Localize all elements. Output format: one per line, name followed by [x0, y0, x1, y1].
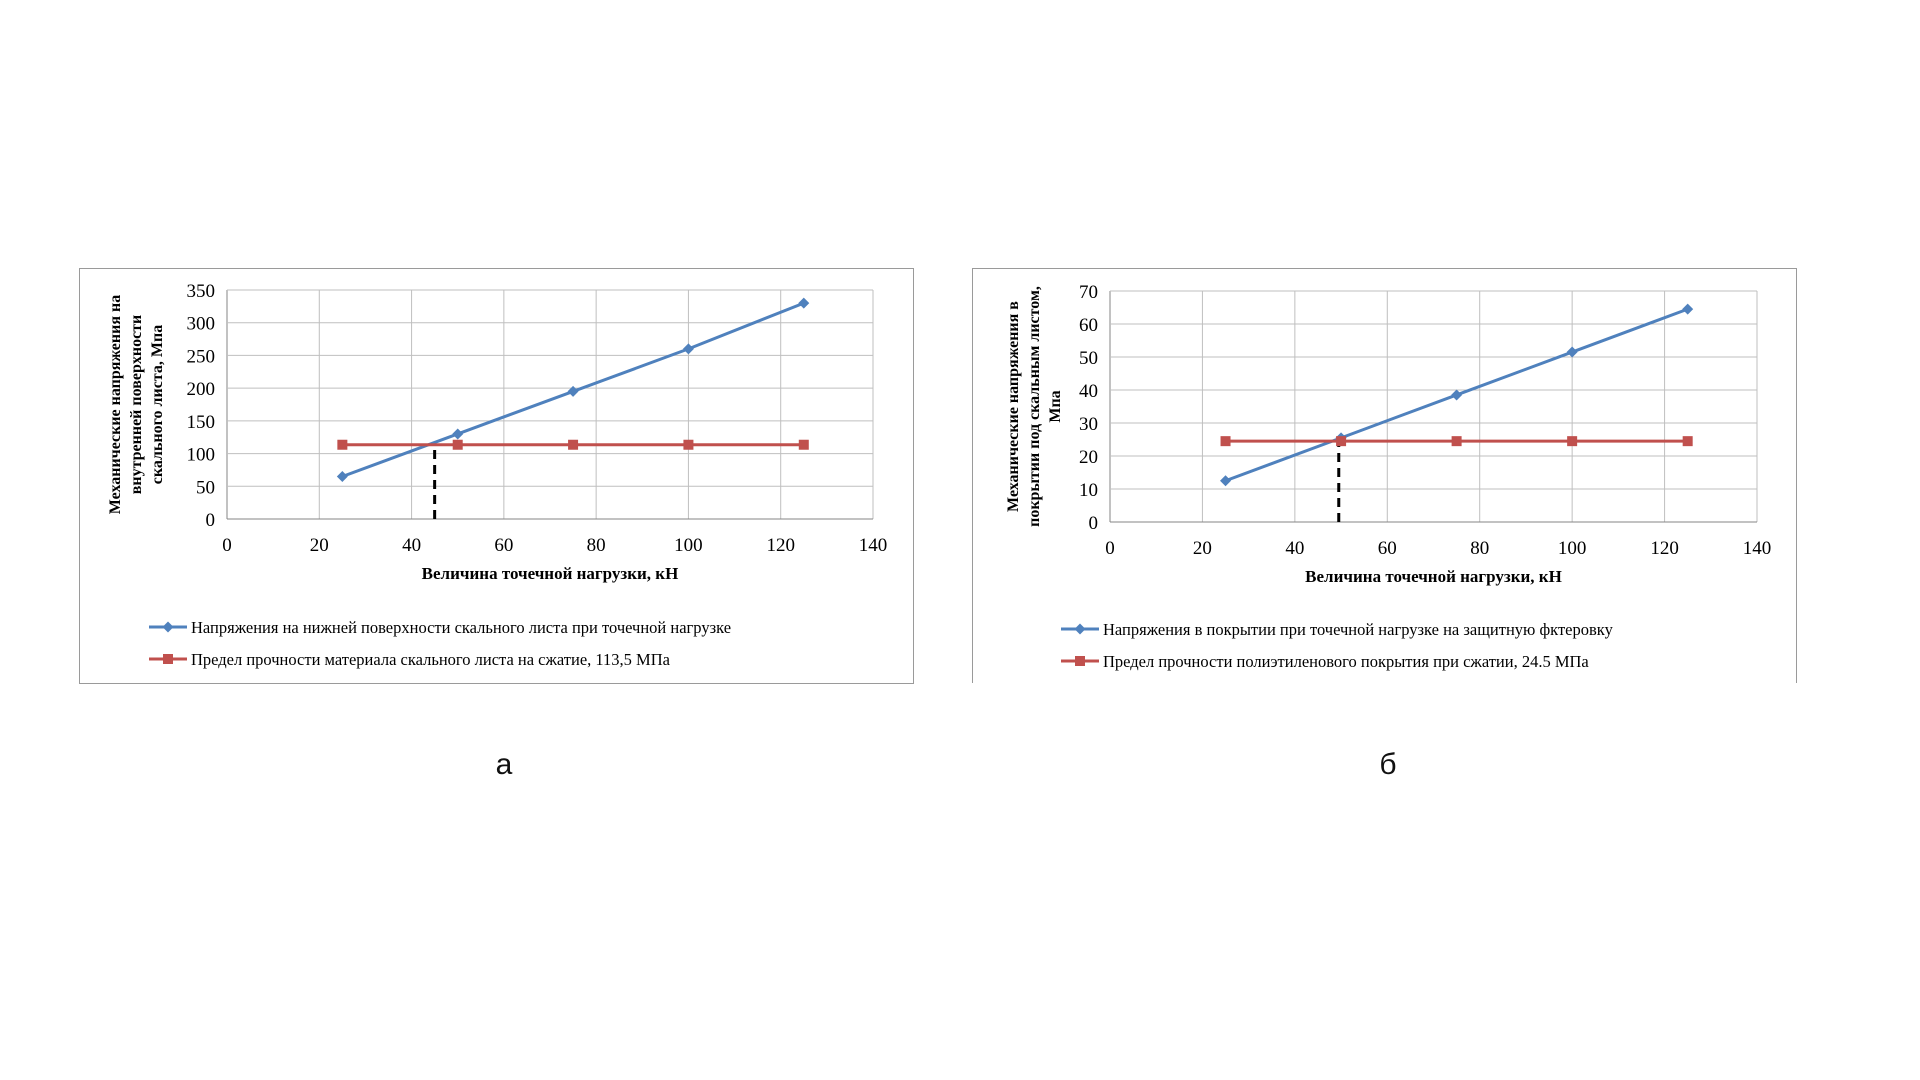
chart-b-x-tick-label: 120 [1650, 538, 1679, 559]
chart-a-series-1-point [567, 385, 579, 397]
chart-a-y-tick-label: 300 [187, 314, 216, 335]
chart-b-y-tick-label: 30 [1079, 414, 1098, 435]
chart-a-y-tick-label: 200 [187, 379, 216, 400]
chart-b-series-1-point [1566, 346, 1578, 358]
chart-b-series-1-point [1682, 303, 1694, 315]
chart-b-y-tick-label: 50 [1079, 348, 1098, 369]
chart-b-y-axis-title: Механические напряжения в покрытии под ск… [1005, 286, 1064, 527]
chart-a-y-axis-title-line: Механические напряжения на [107, 295, 124, 514]
chart-a-legend-2-marker [163, 654, 173, 664]
chart-b-y-axis-title-line: Мпа [1047, 390, 1064, 422]
chart-b-y-axis-title-line: Механические напряжения в [1005, 301, 1022, 512]
chart-a-x-tick-label: 20 [310, 535, 329, 556]
chart-b-y-tick-label: 0 [1089, 513, 1099, 534]
chart-a-y-axis-title: Механические напряжения на внутренней пов… [107, 295, 166, 514]
chart-a-series-2-point [798, 439, 809, 450]
chart-a-y-tick-label: 100 [187, 445, 216, 466]
chart-a-x-tick-label: 140 [859, 535, 888, 556]
chart-b-x-tick-label: 80 [1470, 538, 1489, 559]
chart-b-y-tick-label: 40 [1079, 381, 1098, 402]
chart-b-legend-2-label: Предел прочности полиэтиленового покрыти… [1103, 652, 1589, 671]
chart-b-y-tick-label: 10 [1079, 480, 1098, 501]
caption-a: а [495, 748, 513, 781]
chart-a-legend-1-label: Напряжения на нижней поверхности скально… [191, 618, 731, 637]
chart-a-series-1-point [336, 470, 348, 482]
chart-b-series-2-point [1682, 436, 1693, 447]
chart-a-y-tick-label: 350 [187, 281, 216, 302]
chart-a-series-2-point [452, 439, 463, 450]
chart-a-x-tick-label: 120 [766, 535, 795, 556]
chart-b-y-tick-label: 20 [1079, 447, 1098, 468]
chart-a-series-1-point [798, 297, 810, 309]
chart-a-x-tick-label: 100 [674, 535, 703, 556]
chart-b-series-1-point [1220, 475, 1232, 487]
chart-a-y-tick-label: 50 [196, 477, 215, 498]
chart-a-svg: 0 20 40 60 80 100 120 140 0 50 100 150 200 250 300 350 В… [107, 281, 888, 669]
chart-b-series-2-point [1567, 436, 1578, 447]
chart-a-x-tick-label: 80 [587, 535, 606, 556]
chart-b: 0 20 40 60 80 100 120 140 0 10 20 30 40 50 60 70 Величин… [972, 268, 1797, 683]
chart-a-x-axis-title: Величина точечной нагрузки, кН [422, 564, 679, 583]
caption-b: б [1379, 748, 1397, 781]
chart-b-x-tick-label: 0 [1105, 538, 1115, 559]
chart-a-series-2-point [568, 439, 579, 450]
chart-b-legend-1-label: Напряжения в покрытии при точечной нагру… [1103, 620, 1614, 639]
chart-b-x-axis-title: Величина точечной нагрузки, кН [1305, 567, 1562, 586]
chart-a-y-tick-label: 150 [187, 412, 216, 433]
chart-a-series-2-point [337, 439, 348, 450]
chart-a-series-1-point [682, 343, 694, 355]
chart-b-svg: 0 20 40 60 80 100 120 140 0 10 20 30 40 50 60 70 Величин… [1005, 282, 1772, 671]
chart-b-series-2-point [1451, 436, 1462, 447]
chart-b-x-tick-label: 20 [1193, 538, 1212, 559]
chart-a-y-tick-label: 250 [187, 346, 216, 367]
chart-b-x-tick-label: 100 [1558, 538, 1587, 559]
chart-b-x-tick-label: 60 [1378, 538, 1397, 559]
chart-a: 0 20 40 60 80 100 120 140 0 50 100 150 200 250 300 350 В… [79, 268, 914, 684]
chart-a-x-tick-label: 0 [222, 535, 232, 556]
chart-a-x-tick-label: 60 [494, 535, 513, 556]
chart-a-y-axis-title-line: скального листа, Мпа [149, 325, 166, 484]
chart-b-series-2-point [1220, 436, 1231, 447]
chart-b-legend-2-marker [1075, 656, 1085, 666]
chart-a-y-tick-label: 0 [206, 510, 216, 531]
chart-b-y-tick-label: 60 [1079, 315, 1098, 336]
chart-b-series-2-point [1336, 436, 1347, 447]
chart-a-series-2-point [683, 439, 694, 450]
chart-a-legend-2-label: Предел прочности материала скального лис… [191, 650, 671, 669]
chart-a-series-1-point [452, 428, 464, 440]
chart-a-x-tick-label: 40 [402, 535, 421, 556]
chart-b-y-axis-title-line: покрытии под скальным листом, [1026, 286, 1043, 527]
chart-a-y-axis-title-line: внутренней поверхности [128, 315, 145, 495]
chart-a-legend-1-marker [162, 621, 174, 633]
chart-b-legend-1-marker [1074, 623, 1086, 635]
chart-b-x-tick-label: 140 [1743, 538, 1772, 559]
chart-b-y-tick-label: 70 [1079, 282, 1098, 303]
chart-b-x-tick-label: 40 [1285, 538, 1304, 559]
chart-b-series-1-point [1451, 389, 1463, 401]
